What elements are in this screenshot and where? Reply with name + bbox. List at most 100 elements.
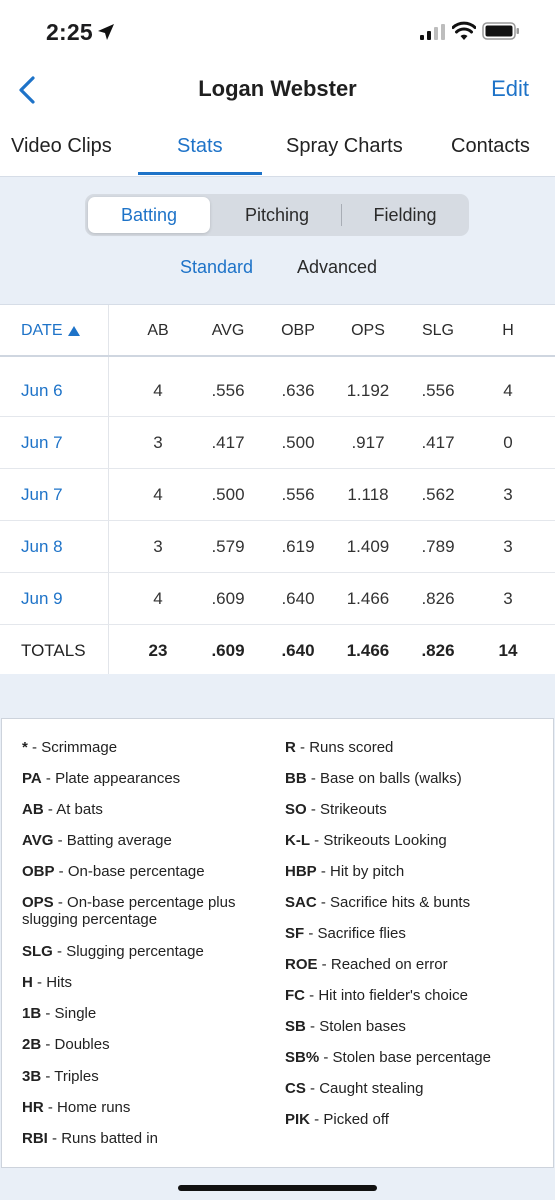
cell-ops: 1.118	[347, 485, 389, 504]
stats-legend: * - Scrimmage PA - Plate appearances AB …	[1, 718, 554, 1168]
edit-button[interactable]: Edit	[491, 76, 529, 101]
column-header-obp[interactable]: OBP	[281, 322, 315, 339]
totals-row: TOTALS 23 .609 .640 1.466 .826 14	[0, 625, 555, 677]
total-obp: .640	[281, 641, 315, 660]
stats-table: DATE AB AVG OBP OPS SLG H Jun 6 4 .556 .…	[0, 304, 555, 677]
subtab-standard[interactable]: Standard	[180, 257, 254, 277]
cell-obp: .636	[281, 381, 315, 400]
filter-panel: Batting Pitching Fielding Standard Advan…	[0, 176, 555, 304]
date-header-label: DATE	[21, 322, 63, 339]
cell-h: 3	[503, 589, 513, 608]
tab-bar: Video Clips Stats Spray Charts Contacts	[0, 124, 555, 176]
column-header-slg[interactable]: SLG	[421, 322, 454, 339]
cell-ab: 3	[153, 433, 163, 452]
cell-slg: .417	[421, 433, 455, 452]
legend-item: SB% - Stolen base percentage	[285, 1049, 491, 1066]
cell-ab: 4	[153, 485, 163, 504]
legend-item: HBP - Hit by pitch	[285, 863, 405, 880]
wifi-icon	[452, 21, 476, 40]
legend-item: SF - Sacrifice flies	[285, 925, 406, 942]
table-row[interactable]: Jun 6 4 .556 .636 1.192 .556 4	[0, 365, 555, 417]
legend-item: HR - Home runs	[22, 1099, 131, 1116]
stat-type-segmented-control: Batting Pitching Fielding	[85, 194, 469, 236]
legend-item: SLG - Slugging percentage	[22, 943, 204, 960]
legend-item: SO - Strikeouts	[285, 801, 387, 818]
legend-item: PA - Plate appearances	[22, 770, 181, 787]
tab-video-clips[interactable]: Video Clips	[11, 135, 112, 157]
back-chevron-icon	[19, 76, 35, 104]
segment-divider	[341, 204, 342, 226]
table-header-row: DATE AB AVG OBP OPS SLG H	[0, 305, 555, 357]
segment-batting[interactable]: Batting	[88, 197, 210, 233]
cell-ab: 3	[153, 537, 163, 556]
row-date[interactable]: Jun 7	[21, 433, 63, 452]
cell-obp: .500	[281, 433, 315, 452]
total-ops: 1.466	[346, 641, 390, 660]
cell-avg: .609	[211, 589, 245, 608]
cell-ops: 1.409	[346, 537, 390, 556]
legend-item: SB - Stolen bases	[285, 1018, 406, 1035]
total-ab: 23	[148, 641, 168, 660]
table-row[interactable]: Jun 9 4 .609 .640 1.466 .826 3	[0, 573, 555, 625]
column-header-h[interactable]: H	[502, 322, 514, 339]
table-row[interactable]: Jun 8 3 .579 .619 1.409 .789 3	[0, 521, 555, 573]
legend-item: OPS - On-base percentage plus slugging p…	[22, 894, 236, 928]
home-indicator[interactable]	[178, 1185, 377, 1191]
table-row[interactable]: Jun 7 4 .500 .556 1.118 .562 3	[0, 469, 555, 521]
legend-item: * - Scrimmage	[22, 739, 118, 756]
cell-h: 4	[503, 381, 513, 400]
legend-item: FC - Hit into fielder's choice	[285, 987, 468, 1004]
legend-item: AVG - Batting average	[22, 832, 172, 849]
cell-avg: .417	[211, 433, 245, 452]
total-h: 14	[498, 641, 518, 660]
column-header-ops[interactable]: OPS	[351, 322, 385, 339]
page-title: Logan Webster	[198, 76, 357, 101]
column-header-ab[interactable]: AB	[147, 322, 169, 339]
legend-item: SAC - Sacrifice hits & bunts	[285, 894, 471, 911]
legend-item: K-L - Strikeouts Looking	[285, 832, 447, 849]
legend-item: PIK - Picked off	[285, 1111, 389, 1128]
location-arrow-icon	[98, 24, 114, 40]
cell-h: 3	[503, 485, 513, 504]
total-avg: .609	[211, 641, 245, 660]
table-row[interactable]: Jun 7 3 .417 .500 .917 .417 0	[0, 417, 555, 469]
legend-item: BB - Base on balls (walks)	[285, 770, 462, 787]
cell-ab: 4	[153, 381, 163, 400]
legend-item: 1B - Single	[22, 1005, 97, 1022]
tab-contacts[interactable]: Contacts	[451, 135, 530, 157]
segment-fielding[interactable]: Fielding	[373, 204, 437, 225]
column-header-avg[interactable]: AVG	[211, 322, 245, 339]
segment-pitching[interactable]: Pitching	[244, 204, 310, 225]
legend-item: ROE - Reached on error	[285, 956, 448, 973]
legend-item: H - Hits	[22, 974, 73, 991]
cell-h: 3	[503, 537, 513, 556]
cell-obp: .619	[281, 537, 315, 556]
status-time: 2:25	[46, 19, 93, 45]
cell-avg: .556	[211, 381, 245, 400]
row-date[interactable]: Jun 9	[21, 589, 63, 608]
date-column-divider	[108, 305, 109, 675]
row-date[interactable]: Jun 6	[21, 381, 63, 400]
cell-ab: 4	[153, 589, 163, 608]
tab-spray-charts[interactable]: Spray Charts	[286, 135, 403, 157]
row-date[interactable]: Jun 8	[21, 537, 63, 556]
active-tab-indicator	[138, 172, 262, 175]
subtab-advanced[interactable]: Advanced	[297, 257, 378, 277]
date-column-header[interactable]: DATE	[21, 322, 81, 340]
cell-ops: 1.192	[346, 381, 390, 400]
cell-ops: .917	[351, 433, 385, 452]
legend-item: R - Runs scored	[285, 739, 394, 756]
legend-item: RBI - Runs batted in	[22, 1130, 158, 1147]
cell-avg: .579	[211, 537, 245, 556]
totals-label: TOTALS	[21, 641, 86, 660]
legend-item: 2B - Doubles	[22, 1036, 110, 1053]
legend-item: CS - Caught stealing	[285, 1080, 424, 1097]
cell-ops: 1.466	[346, 589, 390, 608]
legend-item: AB - At bats	[22, 801, 103, 818]
cell-avg: .500	[211, 485, 245, 504]
row-date[interactable]: Jun 7	[21, 485, 63, 504]
legend-item: 3B - Triples	[22, 1068, 99, 1085]
back-button[interactable]	[12, 72, 42, 108]
battery-icon	[482, 22, 519, 40]
tab-stats[interactable]: Stats	[177, 135, 223, 157]
